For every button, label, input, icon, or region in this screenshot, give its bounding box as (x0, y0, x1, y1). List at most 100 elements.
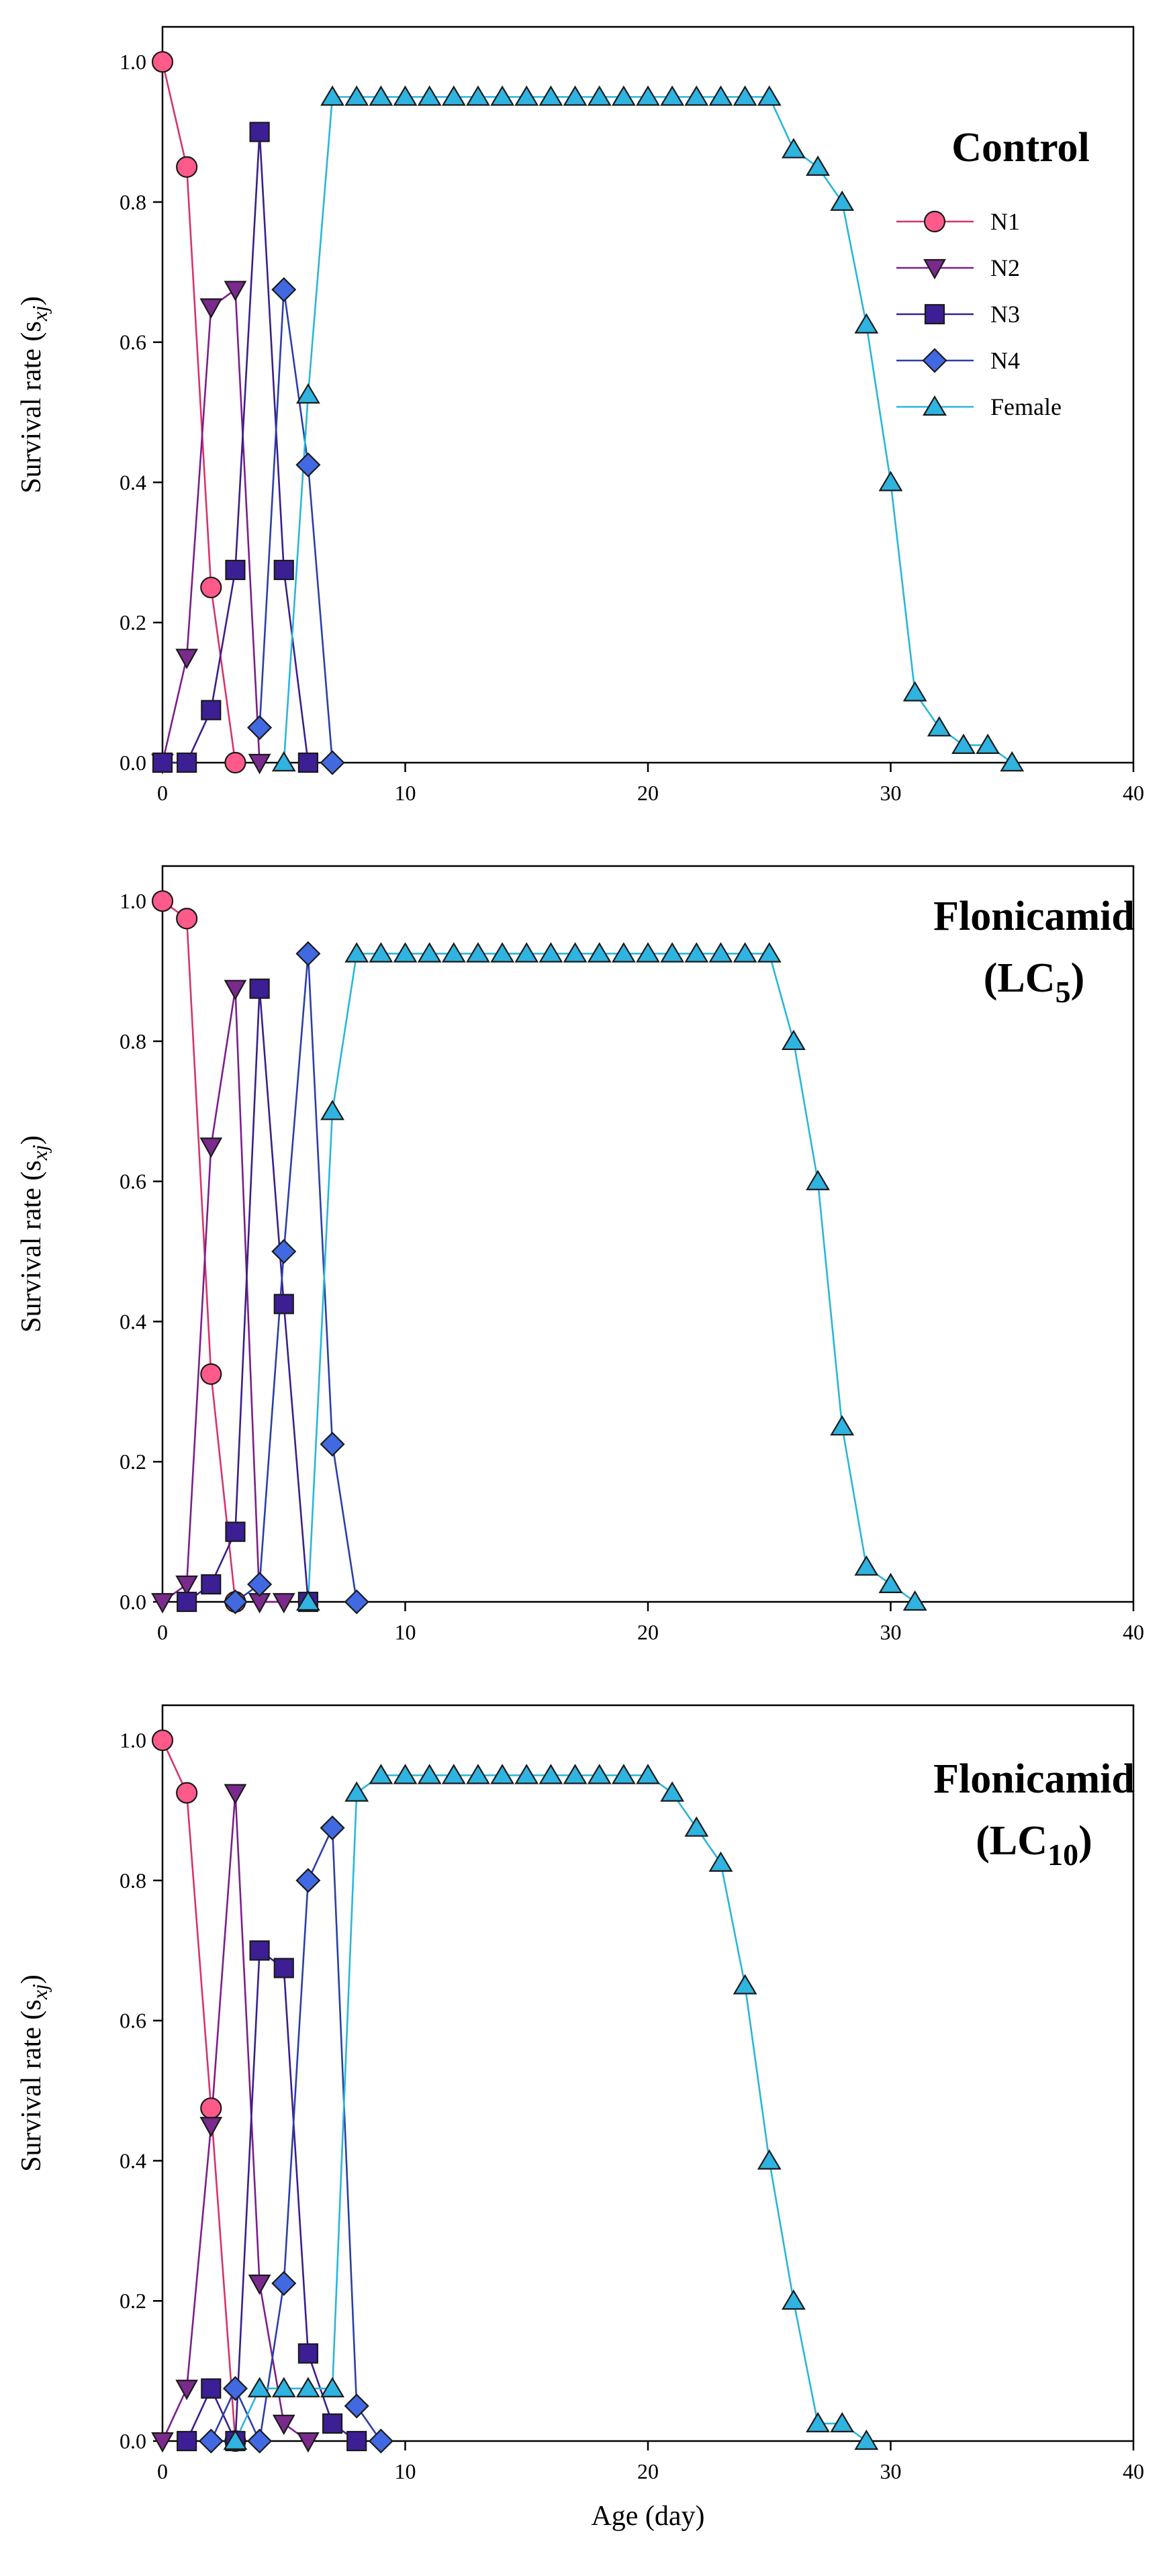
data-point-female (636, 942, 660, 963)
data-point-female (636, 85, 660, 106)
y-tick-label: 0.6 (120, 2009, 146, 2033)
data-point-female (369, 1764, 393, 1784)
data-point-female (781, 138, 806, 158)
data-point-female (927, 716, 951, 736)
y-tick-label: 1.0 (120, 1728, 146, 1752)
data-point-n1 (200, 1363, 222, 1385)
data-point-n4 (271, 2271, 297, 2296)
data-point-female (830, 2412, 855, 2433)
data-point-n1 (176, 156, 198, 178)
data-point-female (466, 1764, 490, 1784)
data-point-female (733, 942, 757, 963)
data-point-female (733, 85, 757, 106)
x-tick-label: 20 (637, 2459, 659, 2483)
chart-title: Flonicamid (933, 1756, 1135, 1802)
data-point-female (684, 1816, 709, 1837)
data-point-n4 (320, 1431, 345, 1457)
legend-marker-n3 (924, 303, 945, 325)
data-point-female (320, 85, 344, 106)
legend-label: Female (990, 393, 1062, 420)
chart-panel-3: 0 10 20 30 40 0.0 0.2 0.4 0.6 0.8 1.0 Survival rate… (16, 1704, 1144, 2532)
data-point-female (757, 942, 782, 963)
data-point-n3 (201, 700, 222, 720)
x-tick-label: 40 (1123, 2459, 1144, 2483)
data-point-n1 (151, 890, 174, 912)
data-point-n2 (248, 753, 271, 775)
legend: N1 N2 N3 N4 Female (896, 208, 1062, 420)
data-point-n2 (272, 2414, 295, 2436)
data-point-n4 (247, 715, 273, 741)
data-point-n4 (320, 1815, 345, 1841)
data-point-female (563, 1764, 588, 1784)
data-point-n2 (199, 2117, 223, 2138)
chart-title-line2: (LC10) (976, 1818, 1092, 1872)
data-point-n3 (201, 1574, 222, 1595)
legend-label: N4 (990, 347, 1020, 374)
x-tick-label: 20 (637, 1620, 659, 1644)
data-point-female (514, 85, 539, 106)
legend-marker-n1 (923, 210, 946, 233)
data-point-n3 (273, 1294, 294, 1315)
data-point-female (466, 942, 490, 963)
series-line-n2 (161, 1793, 309, 2442)
data-point-n1 (176, 1782, 198, 1804)
data-point-female (417, 85, 442, 106)
data-point-n2 (224, 281, 247, 301)
data-point-n3 (249, 1940, 270, 1961)
x-tick-label: 20 (637, 781, 659, 805)
series-line-n1 (161, 1739, 236, 2442)
data-point-female (684, 942, 709, 963)
data-point-n4 (368, 2428, 393, 2454)
y-tick-label: 0.4 (120, 2148, 146, 2173)
data-point-female (951, 733, 976, 755)
y-tick-label: 0.6 (120, 1170, 146, 1194)
data-point-female (344, 942, 369, 963)
data-point-n2 (224, 980, 247, 1000)
data-point-female (1000, 751, 1025, 772)
data-point-female (393, 942, 418, 963)
data-point-n4 (247, 2428, 273, 2454)
x-axis-label: Age (day) (591, 2501, 704, 2532)
data-point-n1 (224, 751, 246, 774)
data-point-female (295, 1590, 320, 1611)
data-point-female (514, 1764, 539, 1784)
data-point-n4 (222, 2376, 248, 2401)
y-tick-label: 1.0 (120, 50, 146, 74)
data-point-female (611, 942, 636, 963)
data-point-n3 (177, 752, 197, 773)
data-point-female (369, 942, 393, 963)
x-tick-label: 0 (157, 2459, 168, 2483)
data-point-n3 (152, 752, 173, 773)
data-point-n4 (344, 2393, 369, 2419)
data-point-female (295, 2377, 320, 2397)
data-point-female (563, 942, 588, 963)
data-point-female (393, 85, 418, 106)
data-point-n3 (297, 752, 318, 773)
data-point-n4 (295, 941, 321, 967)
chart-panel-2: 0 10 20 30 40 0.0 0.2 0.4 0.6 0.8 1.0 Survival rate… (16, 865, 1144, 1644)
y-tick-label: 0.0 (120, 751, 146, 775)
series-line-n1 (162, 900, 236, 1603)
data-point-female (587, 1764, 612, 1784)
data-point-female (271, 2377, 296, 2397)
data-point-n4 (271, 1239, 297, 1264)
data-point-female (466, 85, 490, 106)
data-point-female (878, 471, 903, 491)
data-point-n3 (297, 2343, 318, 2364)
data-point-female (369, 85, 393, 106)
y-tick-label: 0.2 (120, 1449, 146, 1474)
y-tick-label: 1.0 (120, 889, 146, 913)
series-line-female (283, 96, 1013, 764)
data-point-female (684, 85, 709, 106)
data-point-n4 (320, 750, 345, 775)
series-line-n4 (234, 953, 358, 1603)
y-tick-label: 0.8 (120, 1029, 146, 1053)
data-point-n1 (200, 576, 222, 599)
data-point-female (247, 2377, 272, 2397)
y-tick-label: 0.0 (120, 2429, 146, 2453)
data-point-n3 (225, 1521, 246, 1542)
data-point-female (976, 733, 1000, 755)
x-tick-label: 10 (395, 1620, 416, 1644)
x-tick-label: 30 (880, 1620, 902, 1644)
chart-title-line2: (LC5) (984, 955, 1084, 1009)
